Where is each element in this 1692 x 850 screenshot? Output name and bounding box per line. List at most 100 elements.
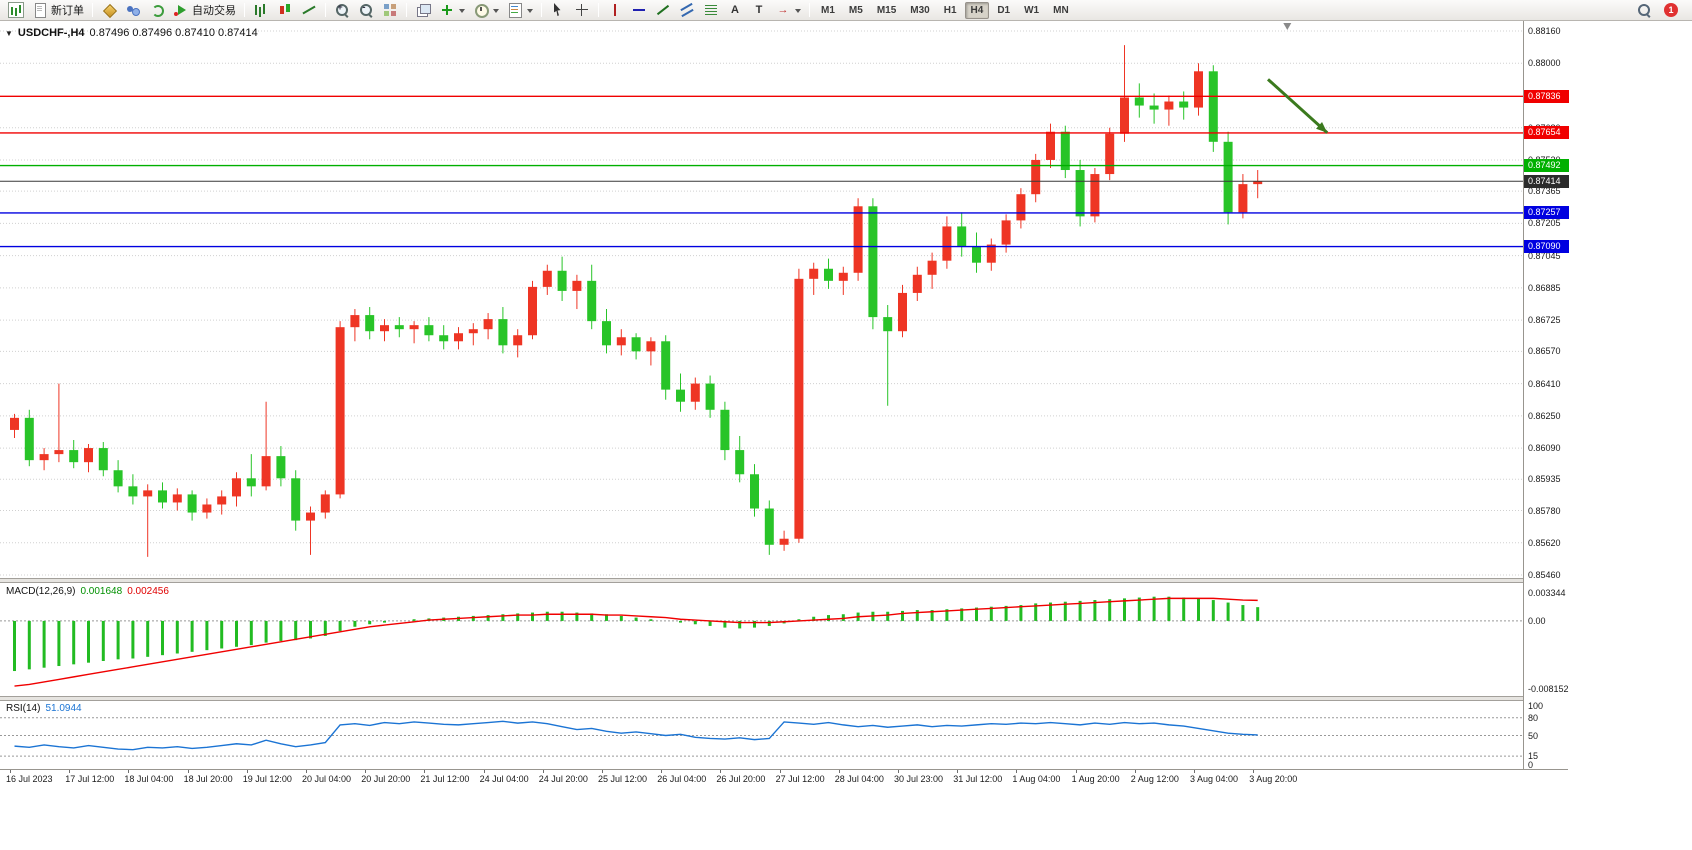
zoom-out-button[interactable]: - — [354, 1, 378, 20]
crosshair-button[interactable] — [570, 1, 594, 20]
chart-candles-button[interactable] — [273, 1, 297, 20]
timeframe-w1-button[interactable]: W1 — [1024, 4, 1040, 16]
refresh-button[interactable] — [145, 1, 169, 20]
candle-body — [24, 417, 34, 461]
market-watch-icon — [101, 2, 117, 18]
time-axis-label: 27 Jul 12:00 — [775, 774, 825, 784]
toolbar-separator — [92, 3, 93, 17]
time-axis[interactable]: 16 Jul 2023 17 Jul 12:00 18 Jul 04:00 18 Ju… — [0, 769, 1568, 787]
periods-dropdown-caret[interactable] — [493, 8, 499, 16]
text-label-button[interactable]: T — [747, 1, 771, 20]
templates-button[interactable] — [503, 1, 537, 20]
navigator-button[interactable] — [121, 1, 145, 20]
arrows-button[interactable]: → — [771, 1, 805, 20]
rsi-name: RSI(14) — [6, 703, 41, 714]
candle-body — [1208, 71, 1218, 142]
timeframe-mn-button[interactable]: MN — [1053, 4, 1069, 16]
candle-body — [868, 206, 878, 318]
tile-windows-button[interactable] — [378, 1, 402, 20]
trendline-button[interactable] — [651, 1, 675, 20]
macd-panel-splitter[interactable] — [0, 578, 1568, 583]
price-axis[interactable]: 0.881600.880000.876800.875200.873650.872… — [1523, 21, 1569, 770]
macd-indicator-panel[interactable] — [0, 583, 1523, 696]
chart-bars-icon — [253, 2, 269, 18]
indicators-button[interactable] — [435, 1, 469, 20]
candle-body — [720, 409, 730, 451]
templates-dropdown-caret[interactable] — [527, 8, 533, 16]
fibonacci-button[interactable] — [699, 1, 723, 20]
zoom-out-icon: - — [358, 2, 374, 18]
templates-icon — [507, 2, 523, 18]
indicators-dropdown-caret[interactable] — [459, 8, 465, 16]
candle-body — [838, 272, 848, 281]
candle-body — [394, 325, 404, 330]
arrows-dropdown-caret[interactable] — [795, 8, 801, 16]
candle-body — [498, 319, 508, 346]
time-axis-label: 2 Aug 12:00 — [1130, 774, 1179, 784]
timeframe-m5-button[interactable]: M5 — [848, 4, 863, 16]
new-window-button[interactable] — [411, 1, 435, 20]
candle-body — [1164, 101, 1174, 110]
timeframe-m30-button[interactable]: M30 — [910, 4, 930, 16]
arrow-annotation[interactable] — [1266, 78, 1329, 134]
candle-body — [616, 337, 626, 346]
periods-button[interactable] — [469, 1, 503, 20]
cursor-icon — [550, 2, 566, 18]
toolbar-separator — [598, 3, 599, 17]
time-axis-label: 28 Jul 04:00 — [834, 774, 884, 784]
channel-icon — [679, 2, 695, 18]
candlestick-chart[interactable] — [0, 21, 1523, 578]
new-chart-button[interactable] — [4, 1, 28, 20]
time-axis-label: 25 Jul 12:00 — [598, 774, 648, 784]
new-order-label: 新订单 — [51, 5, 84, 17]
hline-price-badge: 0.87090 — [1524, 240, 1569, 254]
time-tick — [483, 770, 485, 773]
zoom-in-button[interactable]: + — [330, 1, 354, 20]
candle-body — [84, 448, 93, 463]
candle-body — [557, 270, 567, 291]
candle-body — [602, 321, 611, 346]
time-tick — [898, 770, 899, 773]
cursor-button[interactable] — [546, 1, 570, 20]
timeframe-m15-button[interactable]: M15 — [876, 4, 897, 16]
collapse-triangle-icon[interactable]: ▼ — [5, 28, 13, 38]
channel-button[interactable] — [675, 1, 699, 20]
macd-label: MACD(12,26,9) 0.001648 0.002456 — [6, 586, 169, 597]
time-axis-label: 18 Jul 04:00 — [124, 774, 174, 784]
timeframe-d1-button[interactable]: D1 — [997, 4, 1011, 16]
chart-bars-button[interactable] — [249, 1, 273, 20]
candle-body — [883, 317, 893, 332]
timeframe-h4-button[interactable]: H4 — [964, 1, 990, 19]
macd-axis-label: -0.008152 — [1528, 684, 1569, 694]
time-tick — [424, 770, 426, 773]
chart-line-button[interactable] — [297, 1, 321, 20]
shift-marker-icon[interactable] — [1283, 23, 1292, 30]
macd-histogram — [13, 596, 1260, 672]
text-button[interactable]: A — [723, 1, 747, 20]
horizontal-lines-layer[interactable] — [0, 95, 1523, 248]
vertical-line-button[interactable] — [603, 1, 627, 20]
candle-body — [483, 319, 493, 330]
timeframe-m1-button[interactable]: M1 — [821, 4, 835, 16]
time-axis-label: 3 Aug 20:00 — [1249, 774, 1298, 784]
time-tick — [1016, 770, 1018, 773]
macd-axis-label: 0.003344 — [1528, 588, 1566, 598]
rsi-indicator-panel[interactable] — [0, 701, 1523, 769]
search-icon[interactable] — [1636, 2, 1652, 18]
timeframe-h1-button[interactable]: H1 — [943, 4, 957, 16]
notification-badge[interactable]: 1 — [1664, 3, 1678, 17]
time-axis-label: 1 Aug 04:00 — [1012, 774, 1061, 784]
candle-body — [1075, 170, 1085, 217]
arrows-icon: → — [777, 4, 789, 16]
candle-body — [143, 490, 153, 497]
chart-candles-icon — [277, 2, 293, 18]
new-order-button[interactable]: 新订单 — [28, 1, 88, 20]
autotrading-button[interactable]: 自动交易 — [169, 1, 240, 20]
candle-body — [986, 244, 996, 263]
market-watch-button[interactable] — [97, 1, 121, 20]
rsi-panel-splitter[interactable] — [0, 696, 1568, 701]
time-tick — [957, 770, 959, 773]
price-axis-label: 0.86090 — [1528, 443, 1561, 454]
horizontal-line-button[interactable] — [627, 1, 651, 20]
text-icon: A — [731, 4, 739, 16]
